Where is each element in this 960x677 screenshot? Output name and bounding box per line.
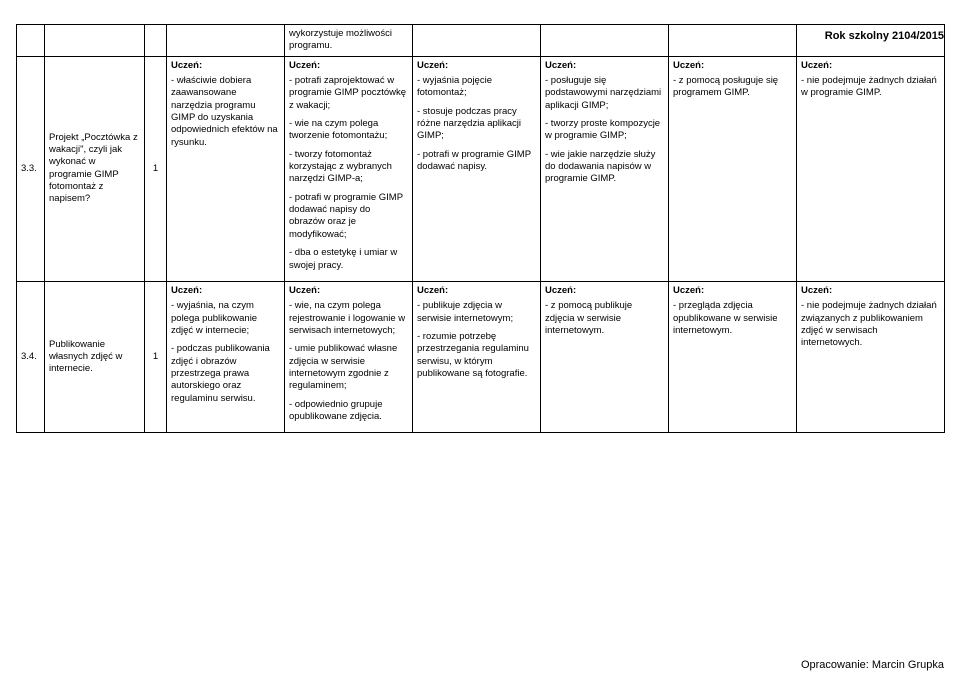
uczen-label: Uczeń: bbox=[417, 285, 536, 297]
curriculum-table: wykorzystuje możliwości programu. 3.3. P… bbox=[16, 24, 945, 433]
footer-credit: Opracowanie: Marcin Grupka bbox=[801, 659, 944, 671]
bullet: - potrafi w programie GIMP dodawać napis… bbox=[289, 192, 408, 241]
cell: Uczeń: - wyjaśnia, na czym polega publik… bbox=[167, 281, 285, 432]
cell: Uczeń: - wie, na czym polega rejestrowan… bbox=[285, 281, 413, 432]
bullet: - wyjaśnia, na czym polega publikowanie … bbox=[171, 300, 280, 337]
bullet: - z pomocą posługuje się programem GIMP. bbox=[673, 75, 792, 100]
uczen-label: Uczeń: bbox=[673, 285, 792, 297]
bullet: - stosuje podczas pracy różne narzędzia … bbox=[417, 106, 536, 143]
row-hours: 1 bbox=[145, 281, 167, 432]
school-year-header: Rok szkolny 2104/2015 bbox=[825, 30, 944, 42]
bullet: - z pomocą publikuje zdjęcia w serwisie … bbox=[545, 300, 664, 337]
row-number: 3.4. bbox=[17, 281, 45, 432]
bullet: - rozumie potrzebę przestrzegania regula… bbox=[417, 331, 536, 380]
cell: Uczeń: - nie podejmuje żadnych działań z… bbox=[797, 281, 945, 432]
row-number: 3.3. bbox=[17, 56, 45, 281]
bullet: - nie podejmuje żadnych działań związany… bbox=[801, 300, 940, 349]
cell: Uczeń: - właściwie dobiera zaawansowane … bbox=[167, 56, 285, 281]
cell bbox=[167, 25, 285, 57]
row-topic: Projekt „Pocztówka z wakacji", czyli jak… bbox=[45, 56, 145, 281]
bullet: - właściwie dobiera zaawansowane narzędz… bbox=[171, 75, 280, 149]
bullet: - odpowiednio grupuje opublikowane zdjęc… bbox=[289, 399, 408, 424]
cell: Uczeń: - posługuje się podstawowymi narz… bbox=[541, 56, 669, 281]
cell: Uczeń: - wyjaśnia pojęcie fotomontaż; - … bbox=[413, 56, 541, 281]
uczen-label: Uczeń: bbox=[673, 60, 792, 72]
bullet: - wie, na czym polega rejestrowanie i lo… bbox=[289, 300, 408, 337]
bullet: - umie publikować własne zdjęcia w serwi… bbox=[289, 343, 408, 392]
bullet: - nie podejmuje żadnych działań w progra… bbox=[801, 75, 940, 100]
uczen-label: Uczeń: bbox=[289, 60, 408, 72]
bullet: - tworzy fotomontaż korzystając z wybran… bbox=[289, 149, 408, 186]
bullet: - publikuje zdjęcia w serwisie interneto… bbox=[417, 300, 536, 325]
uczen-label: Uczeń: bbox=[545, 285, 664, 297]
table-row: 3.3. Projekt „Pocztówka z wakacji", czyl… bbox=[17, 56, 945, 281]
cell: Uczeń: - przegląda zdjęcia opublikowane … bbox=[669, 281, 797, 432]
cell: Uczeń: - z pomocą publikuje zdjęcia w se… bbox=[541, 281, 669, 432]
uczen-label: Uczeń: bbox=[171, 285, 280, 297]
row-hours: 1 bbox=[145, 56, 167, 281]
cell bbox=[145, 25, 167, 57]
uczen-label: Uczeń: bbox=[289, 285, 408, 297]
uczen-label: Uczeń: bbox=[801, 60, 940, 72]
uczen-label: Uczeń: bbox=[171, 60, 280, 72]
table-row: wykorzystuje możliwości programu. bbox=[17, 25, 945, 57]
cell bbox=[45, 25, 145, 57]
bullet: - wie jakie narzędzie służy do dodawania… bbox=[545, 149, 664, 186]
cell: Uczeń: - nie podejmuje żadnych działań w… bbox=[797, 56, 945, 281]
bullet: - podczas publikowania zdjęć i obrazów p… bbox=[171, 343, 280, 405]
uczen-label: Uczeń: bbox=[545, 60, 664, 72]
bullet: - wyjaśnia pojęcie fotomontaż; bbox=[417, 75, 536, 100]
bullet: - potrafi zaprojektować w programie GIMP… bbox=[289, 75, 408, 112]
bullet: - przegląda zdjęcia opublikowane w serwi… bbox=[673, 300, 792, 337]
uczen-label: Uczeń: bbox=[801, 285, 940, 297]
row-topic: Publikowanie własnych zdjęć w internecie… bbox=[45, 281, 145, 432]
cell: Uczeń: - z pomocą posługuje się programe… bbox=[669, 56, 797, 281]
bullet: - posługuje się podstawowymi narzędziami… bbox=[545, 75, 664, 112]
bullet: - dba o estetykę i umiar w swojej pracy. bbox=[289, 247, 408, 272]
cell: Uczeń: - publikuje zdjęcia w serwisie in… bbox=[413, 281, 541, 432]
bullet: - tworzy proste kompozycje w programie G… bbox=[545, 118, 664, 143]
cell bbox=[413, 25, 541, 57]
uczen-label: Uczeń: bbox=[417, 60, 536, 72]
cell: Uczeń: - potrafi zaprojektować w program… bbox=[285, 56, 413, 281]
bullet: - wie na czym polega tworzenie fotomonta… bbox=[289, 118, 408, 143]
cell bbox=[541, 25, 669, 57]
bullet: - potrafi w programie GIMP dodawać napis… bbox=[417, 149, 536, 174]
cell bbox=[17, 25, 45, 57]
cell bbox=[669, 25, 797, 57]
cell: wykorzystuje możliwości programu. bbox=[285, 25, 413, 57]
table-row: 3.4. Publikowanie własnych zdjęć w inter… bbox=[17, 281, 945, 432]
